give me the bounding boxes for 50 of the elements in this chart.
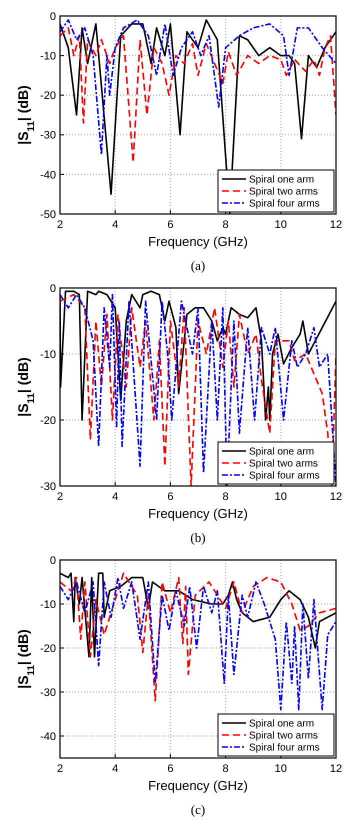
y-tick-label: -20 xyxy=(40,414,56,427)
legend-label: Spiral four arms xyxy=(249,470,320,482)
x-tick-label: 8 xyxy=(222,763,229,775)
text: (c) xyxy=(190,802,206,817)
x-axis-title: Frequency (GHz) xyxy=(148,778,248,793)
y-tick-label: -40 xyxy=(40,169,56,182)
x-tick-label: 10 xyxy=(274,219,287,231)
x-axis-title: Frequency (GHz) xyxy=(148,506,248,521)
legend-label: Spiral two arms xyxy=(249,458,318,470)
x-tick-label: 6 xyxy=(167,219,174,231)
legend-label: Spiral one arm xyxy=(249,174,314,186)
x-tick-label: 4 xyxy=(112,219,118,231)
text: (a) xyxy=(190,258,206,273)
x-tick-label: 2 xyxy=(56,763,64,775)
text: (b) xyxy=(190,530,206,545)
y-tick-label: -10 xyxy=(40,598,56,611)
line-series xyxy=(60,19,336,214)
x-tick-label: 4 xyxy=(112,491,118,503)
x-tick-label: 2 xyxy=(56,491,64,503)
y-tick-label: -50 xyxy=(40,208,56,221)
y-tick-label: -10 xyxy=(40,50,56,62)
line-series xyxy=(60,294,336,486)
y-tick-label: -30 xyxy=(40,480,56,493)
y-tick-label: -20 xyxy=(40,90,56,102)
x-tick-label: 12 xyxy=(330,763,342,775)
legend-label: Spiral four arms xyxy=(249,742,320,754)
x-tick-label: 12 xyxy=(330,491,342,503)
y-tick-label: -30 xyxy=(40,130,56,142)
y-tick-label: -40 xyxy=(40,730,56,743)
x-tick-label: 10 xyxy=(274,763,287,775)
y-tick-label: -10 xyxy=(40,348,56,361)
x-tick-label: 6 xyxy=(167,491,174,503)
x-axis-title: Frequency (GHz) xyxy=(148,234,248,249)
x-tick-label: 8 xyxy=(222,219,229,231)
x-tick-label: 12 xyxy=(330,219,342,231)
y-tick-label: 0 xyxy=(50,554,56,567)
x-tick-label: 10 xyxy=(274,491,287,503)
y-tick-label: -30 xyxy=(40,686,56,699)
y-tick-label: 0 xyxy=(50,282,56,295)
legend-label: Spiral two arms xyxy=(249,186,318,198)
legend-label: Spiral two arms xyxy=(249,730,318,742)
x-tick-label: 8 xyxy=(222,491,229,503)
y-tick-label: 0 xyxy=(50,10,56,23)
legend-label: Spiral one arm xyxy=(249,718,314,730)
legend-label: Spiral four arms xyxy=(249,198,320,210)
y-tick-label: -20 xyxy=(40,642,56,655)
x-tick-label: 2 xyxy=(56,219,64,231)
x-tick-label: 6 xyxy=(167,763,174,775)
legend-label: Spiral one arm xyxy=(249,446,314,458)
x-tick-label: 4 xyxy=(112,763,118,775)
